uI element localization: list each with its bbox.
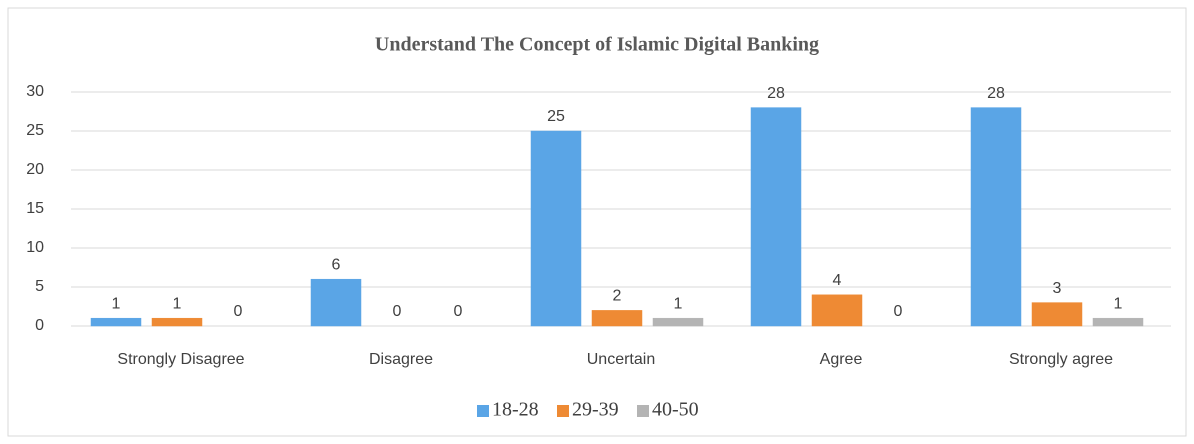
data-label: 28 — [767, 85, 785, 102]
chart-title: Understand The Concept of Islamic Digita… — [375, 34, 819, 56]
bar — [591, 310, 643, 327]
bar — [750, 107, 802, 327]
y-tick-label: 25 — [26, 122, 44, 139]
bar — [1092, 317, 1144, 327]
x-tick-label: Uncertain — [587, 351, 655, 368]
legend-swatch — [557, 405, 569, 417]
data-label: 0 — [234, 303, 243, 320]
data-label: 1 — [173, 295, 182, 312]
y-tick-label: 0 — [35, 317, 44, 334]
data-label: 0 — [393, 303, 402, 320]
data-label: 4 — [833, 272, 842, 289]
x-tick-label: Strongly agree — [1009, 351, 1113, 368]
data-label: 1 — [674, 295, 683, 312]
x-tick-label: Agree — [820, 351, 863, 368]
y-tick-label: 20 — [26, 161, 44, 178]
bar — [970, 107, 1022, 327]
bar — [811, 294, 863, 327]
data-label: 0 — [894, 303, 903, 320]
legend-label: 40-50 — [652, 399, 699, 421]
legend-swatch — [477, 405, 489, 417]
data-label: 3 — [1053, 280, 1062, 297]
bar — [310, 278, 362, 327]
x-tick-label: Disagree — [369, 351, 433, 368]
data-label: 25 — [547, 108, 565, 125]
bar — [530, 130, 582, 327]
x-tick-label: Strongly Disagree — [117, 351, 244, 368]
bar — [1031, 302, 1083, 327]
legend-label: 29-39 — [572, 399, 619, 421]
bar — [90, 317, 142, 327]
data-label: 6 — [332, 256, 341, 273]
bar — [151, 317, 203, 327]
legend-label: 18-28 — [492, 399, 539, 421]
y-tick-label: 5 — [35, 278, 44, 295]
legend-swatch — [637, 405, 649, 417]
data-label: 0 — [454, 303, 463, 320]
y-tick-label: 30 — [26, 83, 44, 100]
y-tick-label: 10 — [26, 239, 44, 256]
data-label: 28 — [987, 85, 1005, 102]
data-label: 1 — [112, 295, 121, 312]
data-label: 1 — [1114, 295, 1123, 312]
bar — [652, 317, 704, 327]
data-label: 2 — [613, 288, 622, 305]
y-tick-label: 15 — [26, 200, 44, 217]
